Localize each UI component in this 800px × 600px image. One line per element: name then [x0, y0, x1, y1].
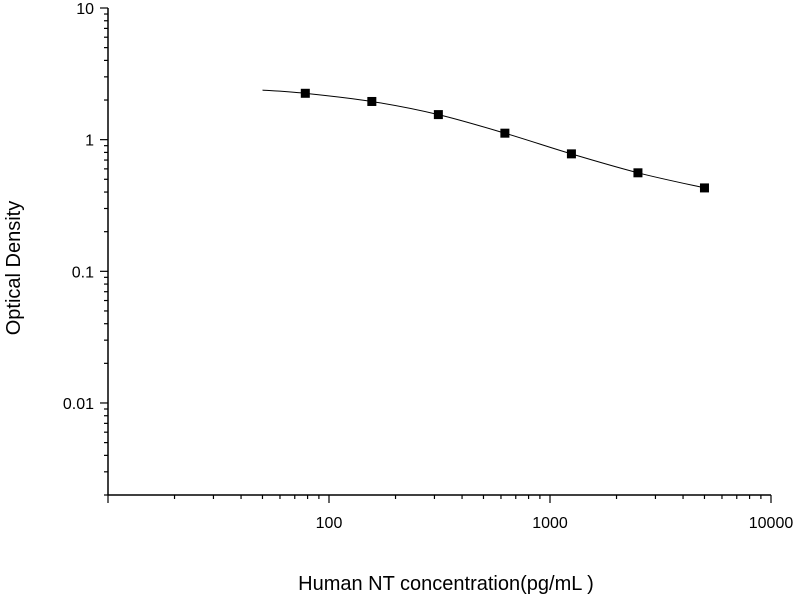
y-tick-label: 0.1: [72, 264, 94, 281]
ticks: [100, 7, 772, 503]
x-axis-title: Human NT concentration(pg/mL ): [298, 573, 594, 595]
x-tick-label: 10000: [749, 515, 794, 532]
fit-curve: [262, 89, 705, 189]
y-tick-label: 0.01: [63, 396, 94, 413]
tick-labels: 100 1000 10000 10 1 0.1 0.01: [63, 1, 793, 532]
axes: [107, 8, 771, 496]
data-point: [367, 96, 377, 106]
data-point: [699, 183, 709, 193]
x-tick-label: 1000: [532, 515, 568, 532]
y-axis-title: Optical Density: [3, 201, 25, 336]
data-point: [300, 88, 310, 98]
data-point: [633, 168, 643, 178]
data-points: [300, 88, 709, 193]
y-tick-label: 10: [76, 1, 94, 18]
x-tick-label: 100: [316, 515, 343, 532]
data-point: [566, 149, 576, 159]
data-point: [500, 128, 510, 138]
y-tick-label: 1: [85, 133, 94, 150]
data-point: [433, 110, 443, 120]
